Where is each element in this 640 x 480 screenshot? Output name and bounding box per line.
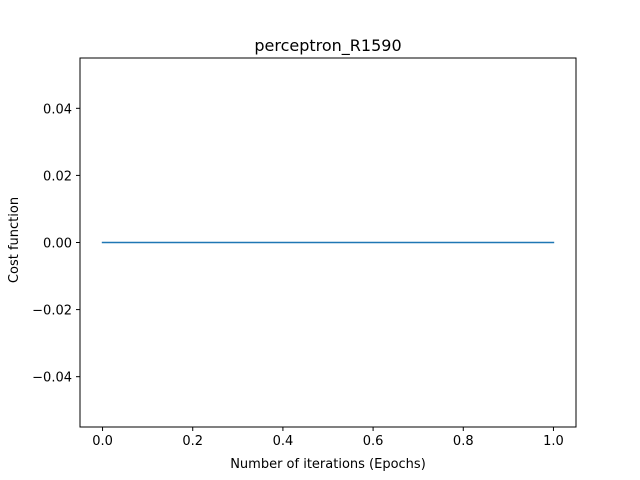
y-axis-label: Cost function (7, 197, 22, 283)
x-tick-label: 0.2 (182, 434, 203, 449)
x-tick-label: 0.8 (453, 434, 474, 449)
x-tick-label: 0.6 (363, 434, 384, 449)
y-axis: −0.04 −0.02 0.00 0.02 0.04 (32, 102, 80, 386)
y-tick-label: 0.00 (43, 237, 72, 252)
y-tick-label: 0.02 (43, 169, 72, 184)
x-tick-label: 1.0 (543, 434, 564, 449)
chart-title: perceptron_R1590 (254, 36, 401, 56)
y-tick-label: 0.04 (43, 102, 72, 117)
x-tick-label: 0.4 (273, 434, 294, 449)
x-axis: 0.0 0.2 0.4 0.6 0.8 1.0 (92, 427, 564, 449)
x-axis-label: Number of iterations (Epochs) (230, 457, 426, 472)
x-tick-label: 0.0 (92, 434, 113, 449)
y-tick-label: −0.02 (32, 304, 72, 319)
y-tick-label: −0.04 (32, 371, 72, 386)
